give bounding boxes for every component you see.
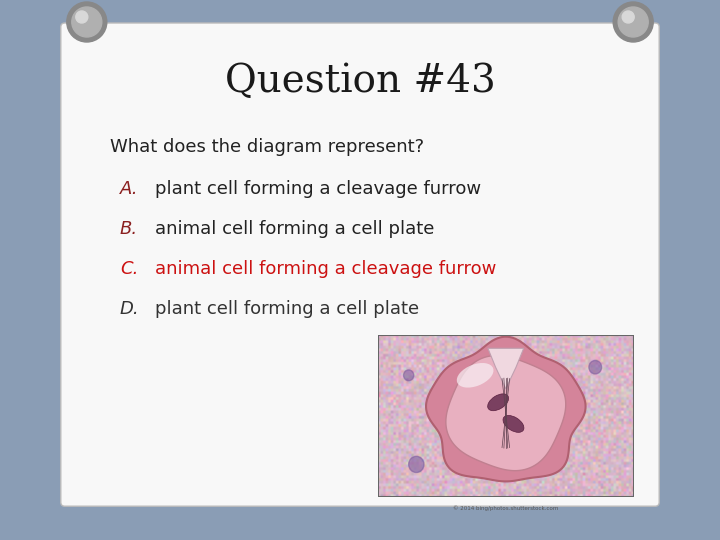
Circle shape	[622, 11, 634, 23]
Circle shape	[618, 7, 648, 37]
Circle shape	[67, 2, 107, 42]
Text: animal cell forming a cleavage furrow: animal cell forming a cleavage furrow	[155, 260, 496, 278]
Text: plant cell forming a cell plate: plant cell forming a cell plate	[155, 300, 419, 318]
Polygon shape	[446, 355, 566, 471]
FancyBboxPatch shape	[60, 23, 660, 506]
Ellipse shape	[487, 394, 508, 411]
Text: animal cell forming a cell plate: animal cell forming a cell plate	[155, 220, 434, 238]
Ellipse shape	[456, 363, 493, 388]
Polygon shape	[488, 348, 523, 389]
Text: D.: D.	[120, 300, 140, 318]
Circle shape	[72, 7, 102, 37]
Text: C.: C.	[120, 260, 138, 278]
Ellipse shape	[503, 415, 524, 433]
Text: © 2014 bing/photos.shutterstock.com: © 2014 bing/photos.shutterstock.com	[453, 505, 559, 510]
Circle shape	[409, 456, 424, 472]
Text: A.: A.	[120, 180, 138, 198]
Polygon shape	[426, 337, 585, 481]
Circle shape	[589, 361, 602, 374]
Text: What does the diagram represent?: What does the diagram represent?	[109, 138, 424, 156]
Circle shape	[613, 2, 653, 42]
Text: plant cell forming a cleavage furrow: plant cell forming a cleavage furrow	[155, 180, 481, 198]
Text: B.: B.	[120, 220, 138, 238]
Circle shape	[76, 11, 88, 23]
Circle shape	[403, 370, 414, 381]
Text: Question #43: Question #43	[225, 64, 495, 100]
